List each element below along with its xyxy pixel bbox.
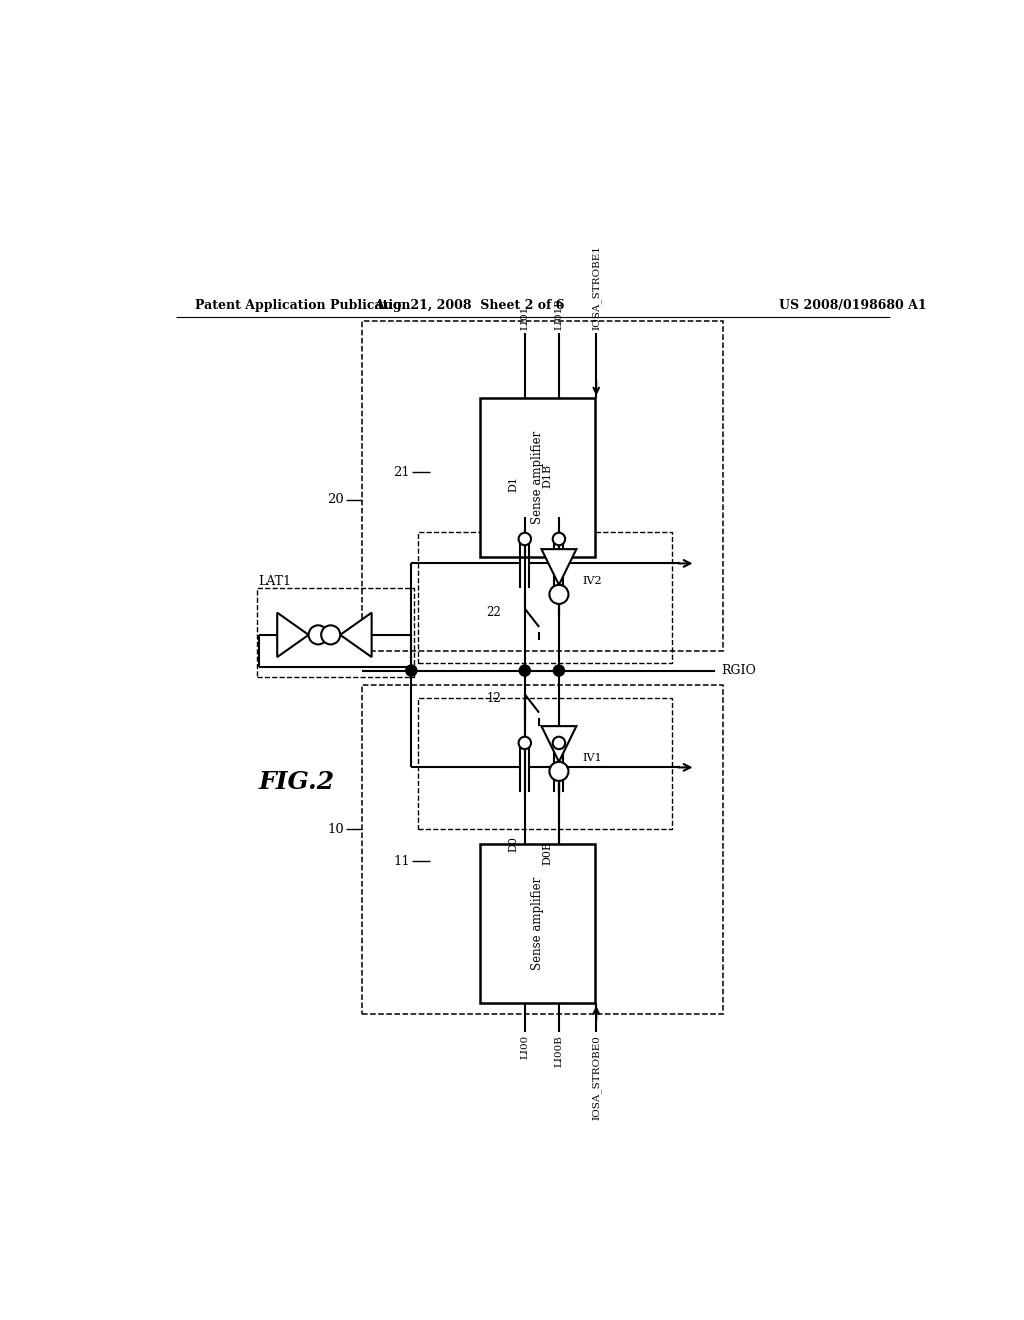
- Text: IV1: IV1: [583, 752, 602, 763]
- Polygon shape: [542, 549, 577, 585]
- Text: LAT1: LAT1: [258, 576, 291, 589]
- Circle shape: [550, 762, 568, 781]
- Text: D0B: D0B: [543, 841, 553, 866]
- Text: Patent Application Publication: Patent Application Publication: [196, 300, 411, 312]
- Text: US 2008/0198680 A1: US 2008/0198680 A1: [778, 300, 927, 312]
- Circle shape: [519, 665, 530, 676]
- Bar: [418, 532, 672, 663]
- Text: IV2: IV2: [583, 576, 602, 586]
- Text: IOSA_STROBE1: IOSA_STROBE1: [592, 246, 601, 330]
- Text: 20: 20: [327, 494, 344, 507]
- Circle shape: [518, 737, 531, 750]
- Bar: [479, 399, 595, 557]
- Text: D0: D0: [509, 836, 518, 851]
- Polygon shape: [340, 612, 372, 657]
- Text: FIG.2: FIG.2: [259, 770, 335, 793]
- Text: 11: 11: [393, 854, 410, 867]
- Text: IOSA_STROBE0: IOSA_STROBE0: [592, 1035, 601, 1119]
- Bar: [362, 685, 723, 1014]
- Text: 21: 21: [393, 466, 410, 479]
- Bar: [257, 587, 414, 677]
- Bar: [418, 698, 672, 829]
- Text: 22: 22: [486, 606, 501, 619]
- Circle shape: [518, 533, 531, 545]
- Text: Aug. 21, 2008  Sheet 2 of 6: Aug. 21, 2008 Sheet 2 of 6: [374, 300, 564, 312]
- Circle shape: [406, 665, 417, 676]
- Text: D1B: D1B: [543, 463, 553, 488]
- Text: Sense amplifier: Sense amplifier: [530, 876, 544, 970]
- Polygon shape: [278, 612, 308, 657]
- Text: 10: 10: [327, 822, 344, 836]
- Circle shape: [308, 626, 328, 644]
- Text: 12: 12: [486, 692, 501, 705]
- Circle shape: [553, 533, 565, 545]
- Bar: [479, 845, 595, 1003]
- Circle shape: [322, 626, 340, 644]
- Text: LI00: LI00: [520, 1035, 529, 1059]
- Text: RGIO: RGIO: [722, 664, 757, 677]
- Circle shape: [553, 665, 564, 676]
- Text: Sense amplifier: Sense amplifier: [530, 432, 544, 524]
- Circle shape: [553, 737, 565, 750]
- Text: D1: D1: [509, 477, 518, 492]
- Polygon shape: [542, 726, 577, 762]
- Text: LI00B: LI00B: [554, 1035, 563, 1067]
- Text: LI01B: LI01B: [554, 298, 563, 330]
- Circle shape: [550, 585, 568, 605]
- Text: LI01: LI01: [520, 306, 529, 330]
- Bar: [362, 321, 723, 651]
